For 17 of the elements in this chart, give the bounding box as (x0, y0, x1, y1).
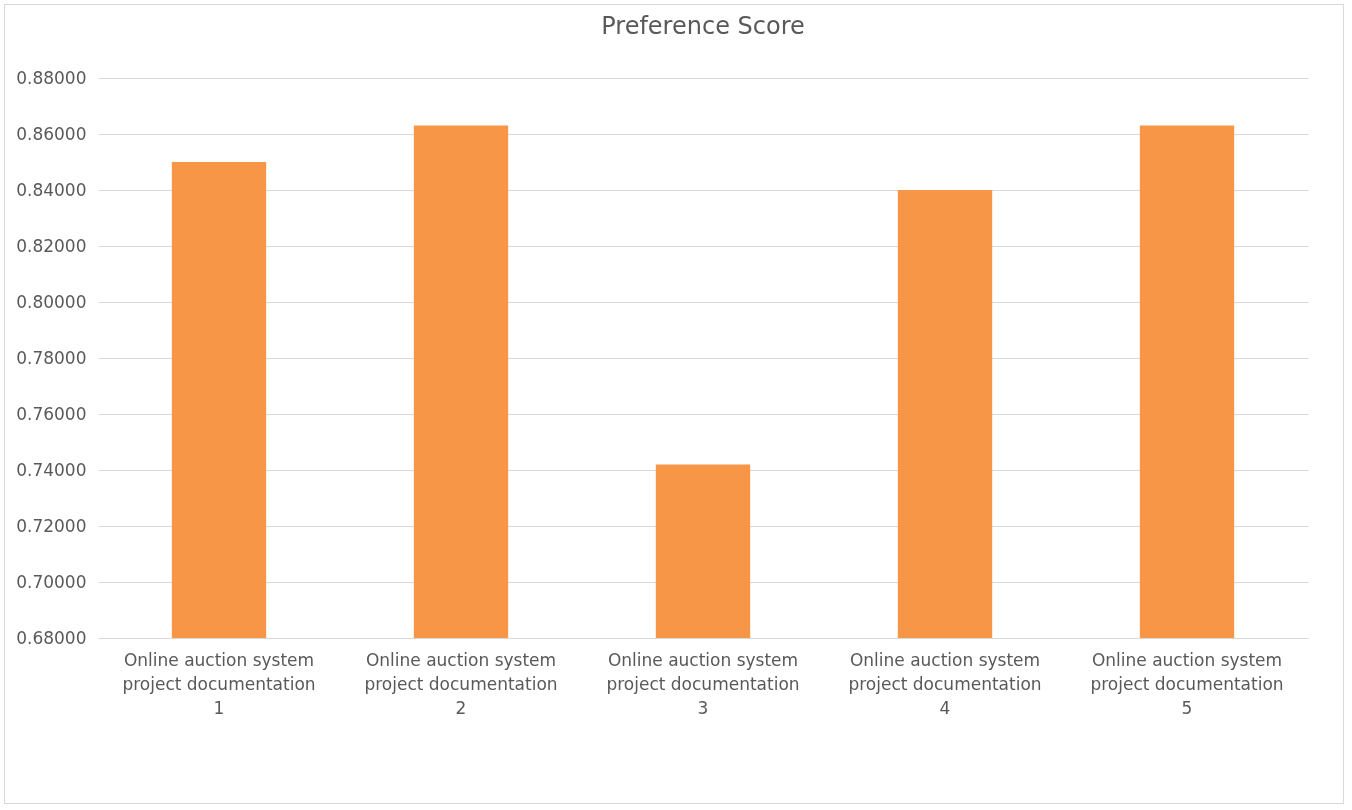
x-tick-label: Online auction system project documentation 3 (606, 649, 800, 718)
x-tick-label: Online auction system project documentation 1 (122, 649, 316, 718)
y-tick-label: 0.72000 (16, 515, 87, 536)
y-tick-label: 0.68000 (16, 627, 87, 648)
y-tick-label: 0.74000 (16, 459, 87, 480)
y-tick-label: 0.86000 (16, 123, 87, 144)
y-tick-label: 0.76000 (16, 403, 87, 424)
y-tick-label: 0.70000 (16, 571, 87, 592)
y-tick-label: 0.80000 (16, 291, 87, 312)
y-tick-label: 0.78000 (16, 347, 87, 368)
x-tick-label: Online auction system project documentation 5 (1090, 649, 1284, 718)
x-tick-label: Online auction system project documentation 2 (364, 649, 558, 718)
chart-title: Preference Score (601, 12, 805, 40)
x-tick-label: Online auction system project documentation 4 (848, 649, 1042, 718)
y-tick-label: 0.82000 (16, 235, 87, 256)
y-tick-label: 0.88000 (16, 67, 87, 88)
y-tick-label: 0.84000 (16, 179, 87, 200)
